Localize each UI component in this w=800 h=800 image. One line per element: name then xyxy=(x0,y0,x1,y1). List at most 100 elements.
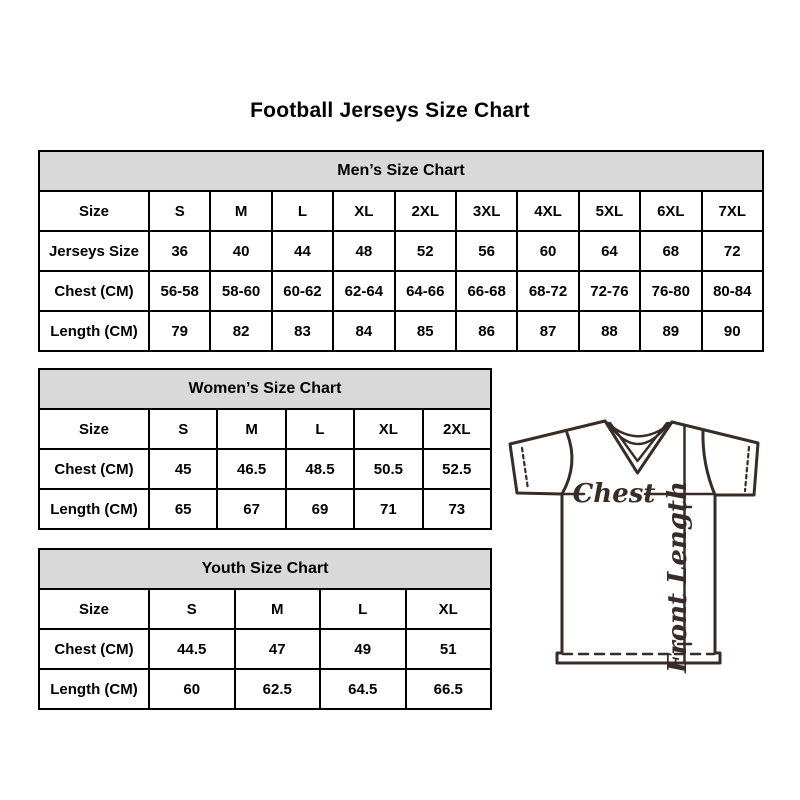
value-cell: 36 xyxy=(147,230,212,272)
table-row: Length (CM) 79 82 83 84 85 86 87 88 89 90 xyxy=(38,310,765,352)
jersey-left-cuff-stitch xyxy=(520,446,530,491)
value-cell: 4XL xyxy=(516,190,580,232)
table-row: Size S M L XL 2XL 3XL 4XL 5XL 6XL 7XL xyxy=(38,190,765,232)
table-row: Length (CM) 65 67 69 71 73 xyxy=(38,488,493,530)
value-cell: 69 xyxy=(284,488,356,530)
front-length-label: Front Length xyxy=(663,481,693,674)
value-cell: 48.5 xyxy=(284,448,356,490)
value-cell: 6XL xyxy=(639,190,703,232)
value-cell: 71 xyxy=(353,488,424,530)
value-cell: 51 xyxy=(404,628,492,670)
row-label-cell: Chest (CM) xyxy=(38,628,150,670)
value-cell: 50.5 xyxy=(353,448,424,490)
value-cell: 5XL xyxy=(577,190,642,232)
table-row: Jerseys Size 36 40 44 48 52 56 60 64 68 72 xyxy=(38,230,765,272)
value-cell: XL xyxy=(353,408,424,450)
value-cell: 56-58 xyxy=(147,270,212,312)
jersey-right-sleeve xyxy=(670,420,760,497)
value-cell: M xyxy=(209,190,273,232)
row-label-cell: Size xyxy=(38,588,150,630)
value-cell: 44 xyxy=(270,230,335,272)
value-cell: 46.5 xyxy=(216,448,287,490)
value-cell: S xyxy=(148,588,236,630)
jersey-left-sleeve-seam xyxy=(560,431,574,496)
table-row: Length (CM) 60 62.5 64.5 66.5 xyxy=(38,668,492,710)
value-cell: 7XL xyxy=(700,190,765,232)
value-cell: 40 xyxy=(209,230,273,272)
value-cell: L xyxy=(319,588,407,630)
jersey-hem xyxy=(555,651,722,665)
row-label-cell: Length (CM) xyxy=(38,488,150,530)
value-cell: 2XL xyxy=(421,408,493,450)
table-header-row: Youth Size Chart xyxy=(38,548,492,590)
value-cell: S xyxy=(147,190,212,232)
value-cell: 80-84 xyxy=(700,270,765,312)
chest-label: Chest xyxy=(573,479,656,509)
table-header-row: Men’s Size Chart xyxy=(38,150,764,192)
value-cell: 45 xyxy=(147,448,219,490)
value-cell: 64-66 xyxy=(393,270,457,312)
value-cell: XL xyxy=(332,190,396,232)
table-title: Women’s Size Chart xyxy=(38,368,492,410)
row-label-cell: Length (CM) xyxy=(38,310,150,352)
value-cell: 83 xyxy=(270,310,335,352)
value-cell: 68 xyxy=(639,230,703,272)
table-row: Chest (CM) 44.5 47 49 51 xyxy=(38,628,492,670)
value-cell: 58-60 xyxy=(209,270,273,312)
value-cell: M xyxy=(216,408,287,450)
row-label-cell: Length (CM) xyxy=(38,668,150,710)
value-cell: 52 xyxy=(393,230,457,272)
value-cell: 67 xyxy=(216,488,287,530)
value-cell: S xyxy=(147,408,219,450)
table-title: Youth Size Chart xyxy=(38,548,492,590)
value-cell: 79 xyxy=(147,310,212,352)
table-header-row: Women’s Size Chart xyxy=(38,368,492,410)
value-cell: 90 xyxy=(700,310,765,352)
value-cell: 60-62 xyxy=(270,270,335,312)
row-label-cell: Size xyxy=(38,190,150,232)
value-cell: 66.5 xyxy=(404,668,492,710)
jersey-right-sleeve-seam xyxy=(701,428,717,497)
page-title: Football Jerseys Size Chart xyxy=(250,99,530,122)
value-cell: L xyxy=(270,190,335,232)
value-cell: 47 xyxy=(233,628,321,670)
value-cell: L xyxy=(284,408,356,450)
value-cell: 64.5 xyxy=(319,668,407,710)
value-cell: 49 xyxy=(319,628,407,670)
value-cell: 82 xyxy=(209,310,273,352)
value-cell: 72 xyxy=(700,230,765,272)
value-cell: 64 xyxy=(577,230,642,272)
jersey-measurement-diagram: Chest Front Length xyxy=(508,419,760,674)
womens-size-table: Women’s Size Chart Size S M L XL 2XL Chest (CM)… xyxy=(38,368,493,530)
value-cell: 72-76 xyxy=(577,270,642,312)
youth-size-table: Youth Size Chart Size S M L XL Chest (CM) 44.5 4… xyxy=(38,548,492,710)
value-cell: 73 xyxy=(421,488,493,530)
value-cell: 56 xyxy=(454,230,519,272)
jersey-collar-outer-v xyxy=(603,419,674,475)
value-cell: 60 xyxy=(148,668,236,710)
jersey-collar-back-arc xyxy=(603,419,674,438)
value-cell: M xyxy=(233,588,321,630)
value-cell: 88 xyxy=(577,310,642,352)
value-cell: 62-64 xyxy=(332,270,396,312)
row-label-cell: Chest (CM) xyxy=(38,270,150,312)
value-cell: XL xyxy=(404,588,492,630)
value-cell: 68-72 xyxy=(516,270,580,312)
jersey-right-cuff-stitch xyxy=(743,445,751,493)
row-label-cell: Jerseys Size xyxy=(38,230,150,272)
table-title: Men’s Size Chart xyxy=(38,150,764,192)
value-cell: 3XL xyxy=(454,190,519,232)
value-cell: 52.5 xyxy=(421,448,493,490)
table-row: Size S M L XL xyxy=(38,588,492,630)
value-cell: 76-80 xyxy=(639,270,703,312)
value-cell: 89 xyxy=(639,310,703,352)
jersey-left-sleeve xyxy=(508,419,607,496)
row-label-cell: Chest (CM) xyxy=(38,448,150,490)
value-cell: 2XL xyxy=(393,190,457,232)
table-row: Chest (CM) 45 46.5 48.5 50.5 52.5 xyxy=(38,448,493,490)
row-label-cell: Size xyxy=(38,408,150,450)
value-cell: 87 xyxy=(516,310,580,352)
value-cell: 65 xyxy=(147,488,219,530)
mens-size-table: Men’s Size Chart Size S M L XL 2XL 3XL 4XL 5XL 6XL… xyxy=(38,150,765,352)
